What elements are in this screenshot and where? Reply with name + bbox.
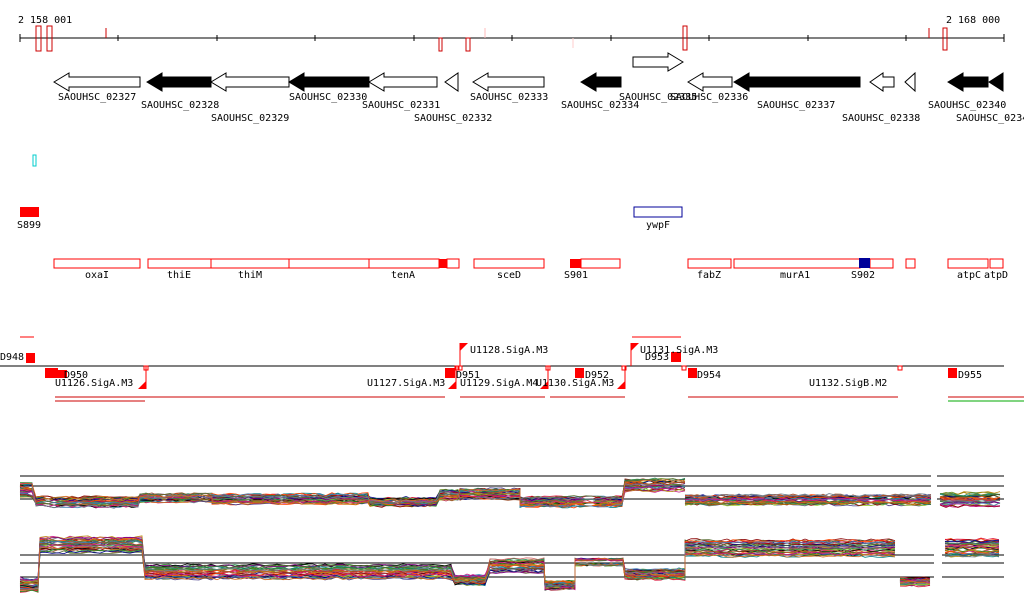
- operon-fill-blue[interactable]: [859, 258, 870, 268]
- operon-box[interactable]: [53, 258, 141, 269]
- expression-line: [19, 479, 1001, 506]
- operon-fill-red[interactable]: [570, 259, 581, 268]
- gene-label: SAOUHSC_02332: [414, 113, 492, 124]
- expression-line: [19, 546, 1000, 586]
- operon-label: fabZ: [697, 270, 721, 281]
- terminator-label: D954: [697, 370, 721, 381]
- gene-label: SAOUHSC_02341: [956, 113, 1024, 124]
- gene-label: SAOUHSC_02331: [362, 100, 440, 111]
- operon-label: thiE: [167, 270, 191, 281]
- gene-label: SAOUHSC_02337: [757, 100, 835, 111]
- gene-arrow[interactable]: [53, 72, 141, 92]
- ruler-end-label: 2 168 000: [946, 15, 1000, 26]
- terminator-label: D948: [0, 352, 24, 363]
- gene-arrow[interactable]: [580, 72, 622, 92]
- gene-label: SAOUHSC_02336: [670, 92, 748, 103]
- terminator-mark[interactable]: [688, 368, 697, 378]
- gene-arrow[interactable]: [687, 72, 733, 92]
- gene-arrow[interactable]: [472, 72, 545, 92]
- promoter-label: U1131.SigA.M3: [640, 345, 718, 356]
- cyan-mark[interactable]: [32, 154, 37, 167]
- gene-label: SAOUHSC_02330: [289, 92, 367, 103]
- gene-label: SAOUHSC_02334: [561, 100, 639, 111]
- gene-label: SAOUHSC_02333: [470, 92, 548, 103]
- gene-arrow[interactable]: [146, 72, 212, 92]
- terminator-label: D952: [585, 370, 609, 381]
- operon-box[interactable]: [147, 258, 212, 269]
- feature-ywpf[interactable]: [633, 206, 683, 218]
- operon-label: sceD: [497, 270, 521, 281]
- terminator-mark[interactable]: [575, 368, 584, 378]
- gene-arrow[interactable]: [904, 71, 916, 93]
- operon-fill-red[interactable]: [439, 259, 447, 268]
- promoter-label: U1128.SigA.M3: [470, 345, 548, 356]
- operon-box[interactable]: [473, 258, 545, 269]
- terminator-mark[interactable]: [45, 368, 58, 378]
- operon-box[interactable]: [368, 258, 440, 269]
- promoter-label: U1127.SigA.M3: [367, 378, 445, 389]
- gene-label: SAOUHSC_02338: [842, 113, 920, 124]
- operon-track: oxaI thiE thiM tenA sceD S901 fabZ murA1…: [53, 258, 1008, 281]
- gene-arrow[interactable]: [632, 52, 684, 72]
- gene-arrow[interactable]: [869, 72, 895, 92]
- gene-label: SAOUHSC_02327: [58, 92, 136, 103]
- operon-box[interactable]: [733, 258, 861, 269]
- gene-arrow[interactable]: [947, 72, 989, 92]
- ruler-feature-marks: [35, 25, 948, 52]
- terminator-mark[interactable]: [56, 370, 67, 378]
- terminator-mark[interactable]: [948, 368, 957, 378]
- terminator-label: D953: [645, 352, 669, 363]
- terminator-label: D955: [958, 370, 982, 381]
- promoter-label: U1129.SigA.M4: [460, 378, 538, 389]
- expression-line: [19, 483, 1001, 509]
- operon-box[interactable]: [210, 258, 290, 269]
- gene-arrow[interactable]: [368, 72, 438, 92]
- operon-label: murA1: [780, 270, 810, 281]
- ruler-track: 2 158 001 2 168 000: [18, 15, 1005, 52]
- operon-label: atpD: [984, 270, 1008, 281]
- promoter-label: U1126.SigA.M3: [55, 378, 133, 389]
- gene-arrow[interactable]: [733, 72, 861, 92]
- operon-box[interactable]: [869, 258, 894, 269]
- gene-label: SAOUHSC_02328: [141, 100, 219, 111]
- gene-label: SAOUHSC_02329: [211, 113, 289, 124]
- operon-box[interactable]: [687, 258, 732, 269]
- gene-arrow[interactable]: [988, 72, 1004, 92]
- gene-arrow[interactable]: [288, 72, 370, 92]
- promoter-label: U1130.SigA.M3: [536, 378, 614, 389]
- operon-box[interactable]: [905, 258, 916, 269]
- operon-label: thiM: [238, 270, 262, 281]
- gene-arrow[interactable]: [210, 72, 290, 92]
- operon-label: oxaI: [85, 270, 109, 281]
- expression-track-upper: [19, 470, 1004, 518]
- feature-s899[interactable]: [20, 207, 39, 217]
- gene-track: SAOUHSC_02327 SAOUHSC_02328 SAOUHSC_0232…: [53, 52, 1024, 124]
- terminator-mark[interactable]: [445, 368, 455, 378]
- operon-label: tenA: [391, 270, 415, 281]
- operon-label: S901: [564, 270, 588, 281]
- feature-s899-label: S899: [17, 220, 41, 231]
- operon-box[interactable]: [446, 258, 460, 269]
- terminator-mark[interactable]: [671, 352, 681, 362]
- gene-label: SAOUHSC_02340: [928, 100, 1006, 111]
- operon-label: atpC: [957, 270, 981, 281]
- gene-label: SAOUHSC_02335: [619, 92, 697, 103]
- operon-box[interactable]: [580, 258, 621, 269]
- terminator-mark[interactable]: [26, 353, 35, 363]
- operon-box[interactable]: [947, 258, 989, 269]
- promoter-label: U1132.SigB.M2: [809, 378, 887, 389]
- operon-box[interactable]: [989, 258, 1004, 269]
- gene-arrow[interactable]: [444, 72, 459, 92]
- terminator-label: D950: [64, 370, 88, 381]
- regulation-track: D948 D950 D951 D952 D953 D954 D955 U1126…: [0, 336, 1024, 402]
- feature-ywpf-label: ywpF: [646, 220, 670, 231]
- terminator-label: D951: [456, 370, 480, 381]
- operon-label: S902: [851, 270, 875, 281]
- ruler-start-label: 2 158 001: [18, 15, 72, 26]
- expression-track-lower: [19, 525, 1004, 595]
- operon-box[interactable]: [288, 258, 370, 269]
